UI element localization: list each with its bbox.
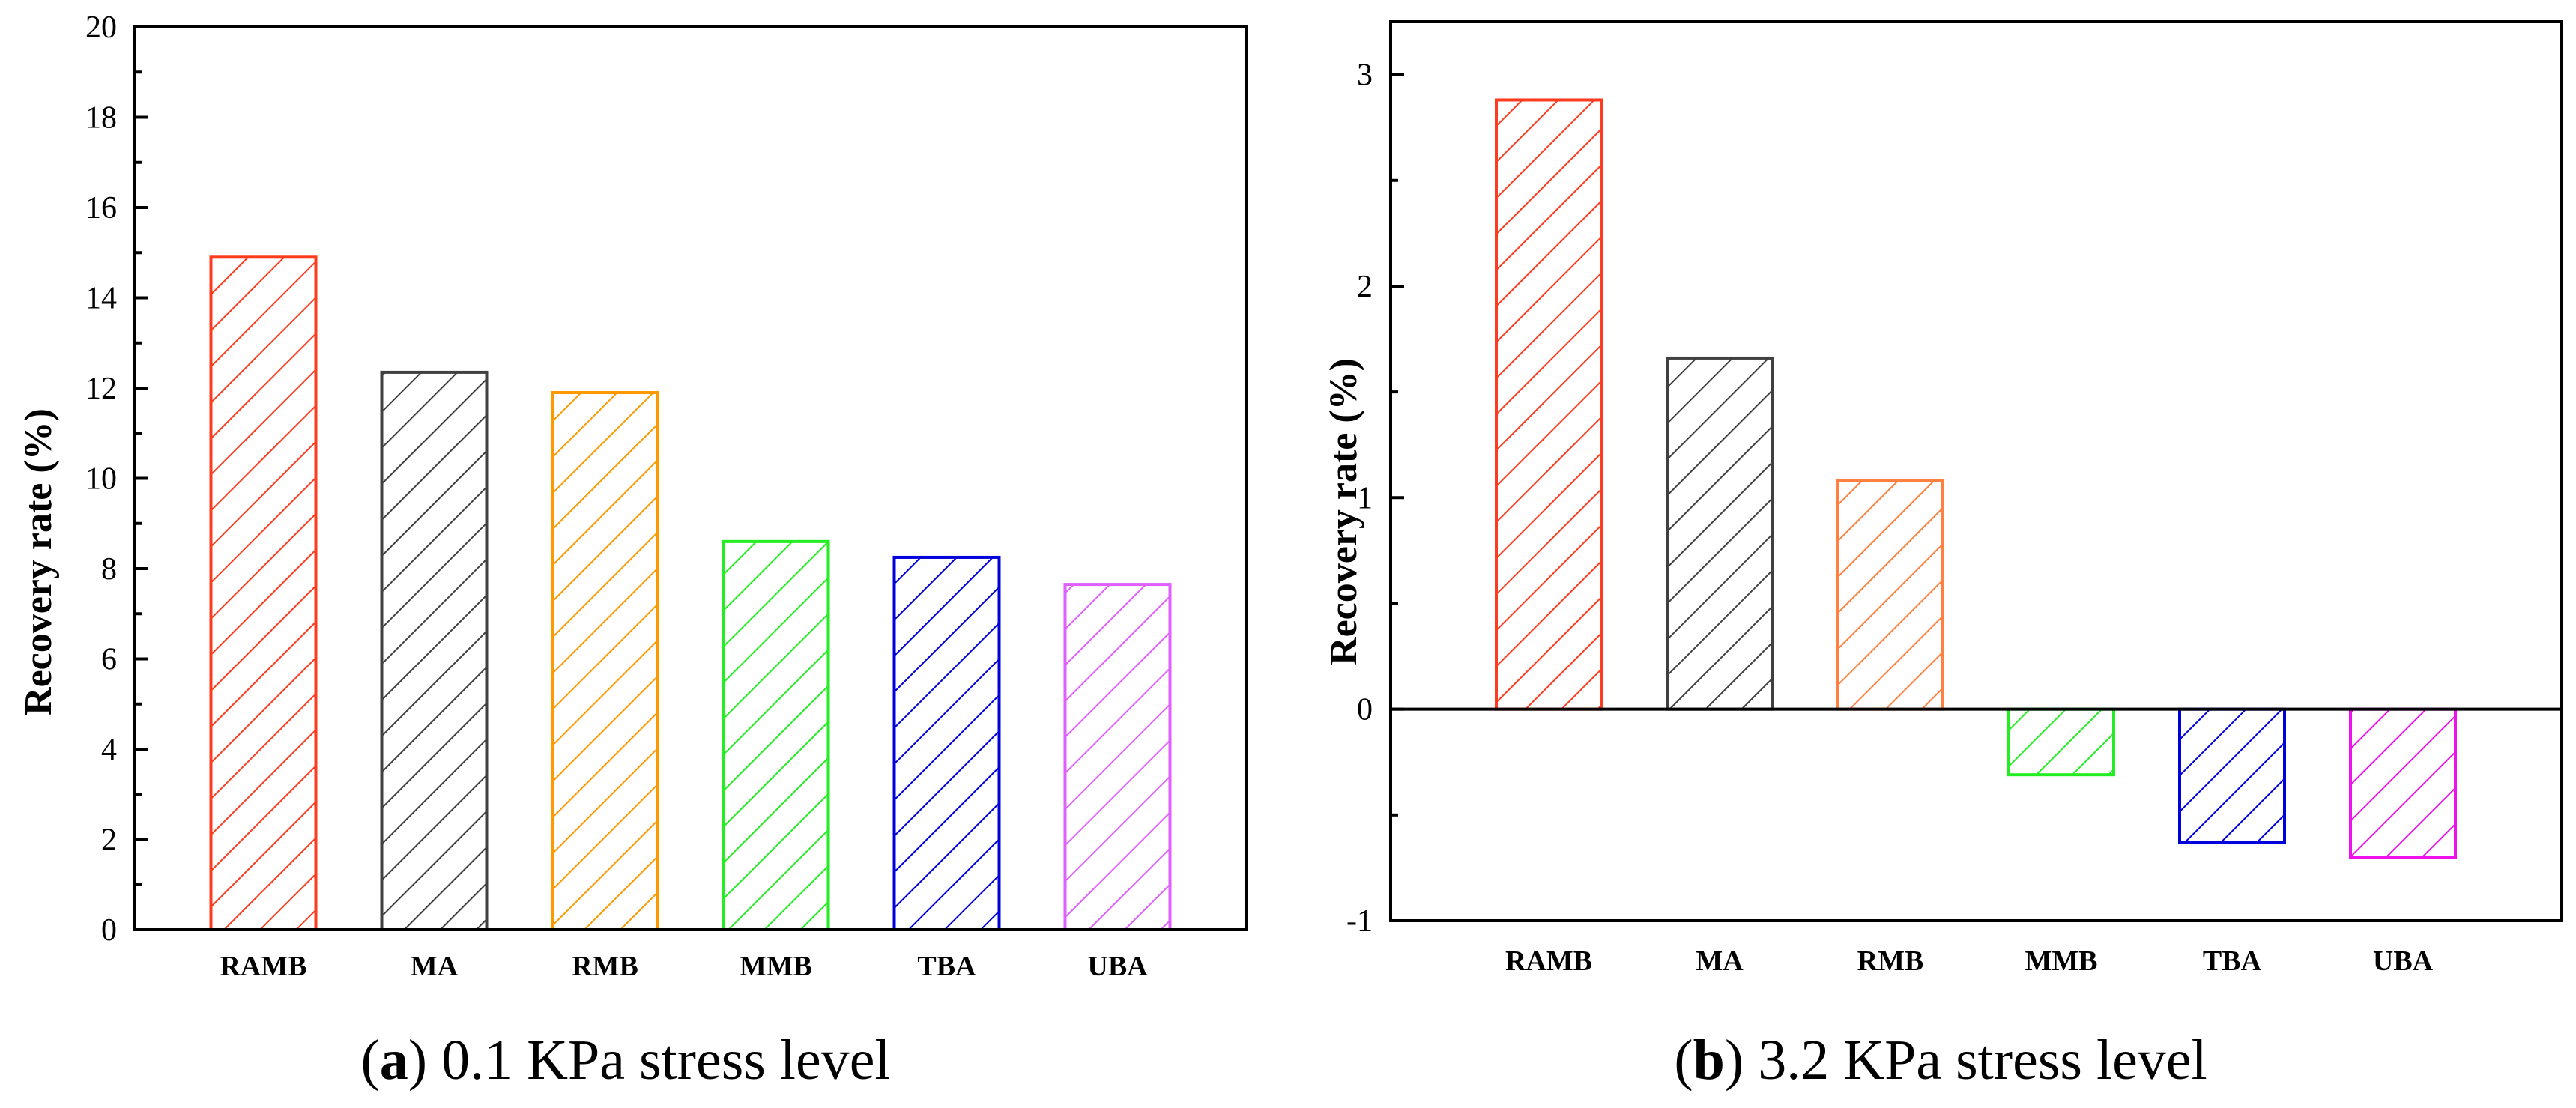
y-tick-label: 0 (1357, 693, 1373, 727)
panel-b-chart: -1 0 1 2 3 RAMB MA RMB MMB TBA UBA Recovery rate … (1322, 20, 2563, 1092)
panel-b-y-axis-title: Recovery rate (%) (1322, 358, 1365, 665)
y-tick-label: 3 (1357, 58, 1373, 93)
y-tick-label: 14 (85, 282, 117, 316)
y-tick-label: 10 (85, 462, 117, 497)
bar-uba (1063, 583, 1172, 932)
x-tick-label-rmb: RMB (572, 951, 638, 982)
panel-a-bars (209, 255, 1172, 932)
x-tick-label-mmb: MMB (740, 951, 812, 982)
panel-a-caption-text: 0.1 KPa stress level (441, 1029, 890, 1092)
panel-a-chart: 0 2 4 6 8 10 12 14 16 18 20 RAMB MA RMB MMB TBA UBA Rec… (17, 10, 1248, 1092)
y-tick-label: 2 (101, 823, 117, 858)
bar-rmb (551, 391, 659, 931)
panel-a-caption: (a) 0.1 KPa stress level (360, 1029, 890, 1092)
panel-a-x-tick-labels: RAMB MA RMB MMB TBA UBA (220, 951, 1148, 982)
bar-ma (380, 370, 489, 932)
y-tick-label: 2 (1357, 270, 1373, 304)
y-tick-label: 1 (1357, 481, 1373, 515)
bar-ramb (209, 255, 318, 931)
panel-a-y-ticks: 0 2 4 6 8 10 12 14 16 18 20 (85, 10, 148, 948)
y-tick-label: -1 (1346, 904, 1373, 939)
panel-b-caption-letter: b (1693, 1029, 1725, 1092)
panel-b-plot-frame (1389, 20, 2563, 922)
x-tick-label-tba: TBA (2203, 945, 2262, 977)
bar-uba (2349, 707, 2457, 859)
y-tick-label: 4 (101, 733, 117, 767)
bar-rmb (1836, 479, 1944, 711)
x-tick-label-mmb: MMB (2025, 945, 2097, 977)
y-tick-label: 20 (85, 10, 117, 45)
panel-a-caption-letter: a (380, 1029, 408, 1092)
bar-mmb (722, 539, 830, 931)
y-tick-label: 18 (85, 101, 117, 136)
y-tick-label: 8 (101, 552, 117, 587)
bar-ma (1666, 356, 1774, 711)
x-tick-label-ma: MA (1696, 945, 1744, 977)
panel-a-y-axis-title: Recovery rate (%) (17, 408, 60, 715)
x-tick-label-tba: TBA (917, 951, 976, 982)
panel-b-caption-text: 3.2 KPa stress level (1758, 1029, 2207, 1092)
x-tick-label-ramb: RAMB (1505, 945, 1592, 977)
x-tick-label-ma: MA (411, 951, 459, 982)
panel-b-x-tick-labels: RAMB MA RMB MMB TBA UBA (1505, 945, 2434, 977)
bar-ramb (1495, 98, 1603, 711)
y-tick-label: 16 (85, 191, 117, 225)
panel-b-y-ticks: -1 0 1 2 3 (1346, 58, 1404, 939)
bar-mmb (2007, 707, 2115, 777)
x-tick-label-uba: UBA (2373, 945, 2434, 977)
y-tick-label: 6 (101, 643, 117, 677)
y-tick-label: 12 (85, 372, 117, 406)
bar-tba (892, 555, 1001, 931)
panel-b-bars (1495, 98, 2457, 859)
x-tick-label-rmb: RMB (1857, 945, 1924, 977)
bar-tba (2178, 707, 2286, 844)
panel-b-caption: (b) 3.2 KPa stress level (1674, 1029, 2207, 1092)
x-tick-label-uba: UBA (1087, 951, 1148, 982)
x-tick-label-ramb: RAMB (220, 951, 306, 982)
y-tick-label: 0 (101, 913, 117, 948)
